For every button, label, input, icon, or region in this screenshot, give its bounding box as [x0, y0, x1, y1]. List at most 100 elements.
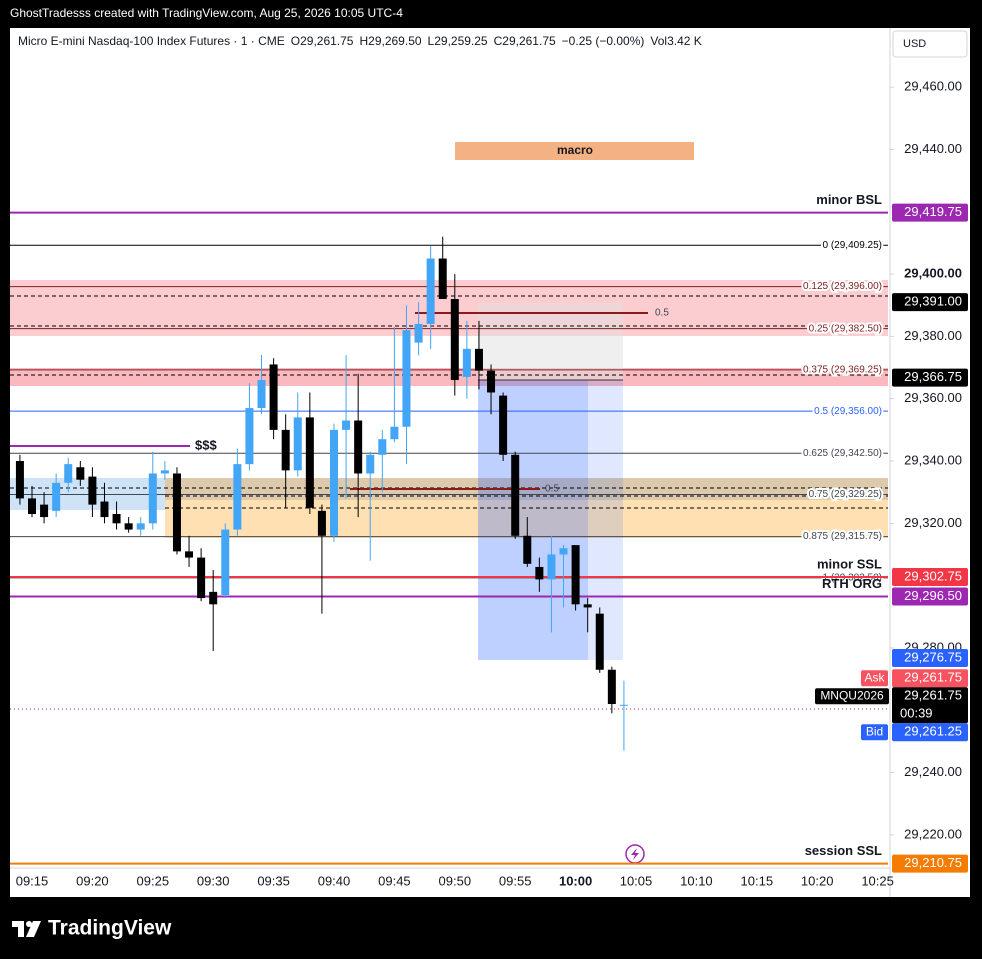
x-tick-label: 09:40 [318, 873, 351, 888]
candle-body [281, 429, 290, 471]
fib-label: 0.25 (29,382.50) [809, 323, 882, 334]
fib-label: 0.75 (29,329.25) [809, 489, 882, 500]
logo-mark [26, 921, 41, 937]
candle-body [317, 510, 326, 536]
candle-body [136, 523, 145, 530]
level-label: session SSL [805, 843, 882, 858]
candle-body [511, 454, 520, 536]
price-badge-label: 29,296.50 [904, 588, 962, 603]
price-badge [892, 854, 968, 873]
candle-body [148, 473, 157, 524]
candle-body [76, 467, 85, 480]
candle-body [607, 669, 616, 705]
x-tick-label: 10:20 [801, 873, 834, 888]
candle-body [378, 439, 387, 455]
y-tick-label: 29,400.00 [904, 266, 962, 281]
price-badge-label: 29,261.75 [904, 688, 962, 703]
candle-body [64, 464, 73, 483]
candle-body [450, 299, 459, 381]
candle-body [366, 454, 375, 474]
y-tick-label: 29,220.00 [904, 826, 962, 841]
annotation: 0.5 [655, 308, 669, 319]
y-tick-label: 29,440.00 [904, 141, 962, 156]
fib-label: 0.125 (29,396.00) [803, 281, 882, 292]
title: Micro E-mini Nasdaq-100 Index Futures · … [18, 34, 285, 48]
annotation: macro [557, 143, 593, 157]
candle-body [619, 704, 628, 706]
price-badge-label: 29,276.75 [904, 649, 962, 664]
price-badge-label: 29,419.75 [904, 204, 962, 219]
candle-body [124, 523, 133, 530]
price-badge-label: 29,210.75 [904, 855, 962, 870]
symbol-tag [815, 688, 889, 705]
candle-body [342, 420, 351, 430]
x-tick-label: 10:15 [741, 873, 774, 888]
y-tick-label: 29,460.00 [904, 79, 962, 94]
candle-body [257, 380, 266, 409]
macro-box [455, 142, 694, 160]
price-badge-label: 29,366.75 [904, 369, 962, 384]
zone [10, 280, 888, 336]
price-badge [892, 568, 968, 587]
price-badge [892, 203, 968, 222]
y-tick-label: 29,380.00 [904, 328, 962, 343]
candle-body [559, 548, 568, 555]
x-tick-label: 10:05 [620, 873, 653, 888]
candle-body [245, 408, 254, 465]
price-badge [892, 293, 968, 312]
candle-body [40, 504, 49, 518]
level-label: RTH ORG [822, 576, 882, 591]
price-badge [892, 587, 968, 606]
x-tick-label: 10:00 [559, 873, 592, 888]
candle-body [221, 529, 230, 595]
icon [631, 848, 639, 860]
annotation: 0.5 [545, 484, 559, 495]
header: GhostTradesss created with TradingView.c… [10, 6, 403, 20]
level-label: minor SSL [817, 556, 882, 571]
candle-body [305, 417, 314, 508]
price-badge-label: 29,261.75 [904, 670, 962, 685]
legend-value: L29,259.25 [428, 34, 488, 48]
x-tick-label: 09:30 [197, 873, 230, 888]
annotation: $$$ [195, 437, 217, 452]
x-tick-label: 09:25 [137, 873, 170, 888]
price-badge [892, 723, 968, 742]
candle-body [462, 348, 471, 377]
box [588, 380, 623, 660]
price-badge-label: 29,391.00 [904, 294, 962, 309]
candle-body [185, 551, 194, 558]
candle-body [583, 604, 592, 608]
legend-value: −0.25 (−0.00%) [562, 34, 645, 48]
price-badge [892, 669, 968, 688]
y-tick-label: 29,360.00 [904, 390, 962, 405]
logo: TradingView [12, 917, 172, 940]
candle-body [523, 535, 532, 564]
candle-body [160, 470, 169, 474]
price-badge [892, 649, 968, 668]
x-tick-label: 09:15 [16, 873, 49, 888]
candle-body [499, 395, 508, 455]
legend-value: O29,261.75 [291, 34, 354, 48]
legend-value: Vol3.42 K [650, 34, 701, 48]
zone [10, 368, 888, 386]
price-tag [861, 724, 888, 741]
currency[interactable]: USD [903, 38, 926, 50]
candle-body [15, 461, 24, 499]
footer: TradingView [48, 917, 172, 940]
fib-label: 0.375 (29,369.25) [803, 365, 882, 376]
candle-body [209, 591, 218, 605]
candle-body [547, 554, 556, 580]
price-badge-label: 29,302.75 [904, 568, 962, 583]
countdown: 00:39 [900, 706, 933, 721]
legend-value: C29,261.75 [494, 34, 556, 48]
price-tag [861, 670, 888, 687]
candle-body [390, 426, 399, 440]
x-tick-label: 09:45 [378, 873, 411, 888]
currency-button[interactable] [892, 30, 968, 58]
price-tag-label: Ask [864, 670, 885, 684]
chart-title: Micro E-mini Nasdaq-100 Index Futures · … [18, 34, 702, 48]
x-tick-label: 10:10 [680, 873, 713, 888]
candle-body [28, 498, 36, 514]
candle-body [438, 258, 447, 300]
